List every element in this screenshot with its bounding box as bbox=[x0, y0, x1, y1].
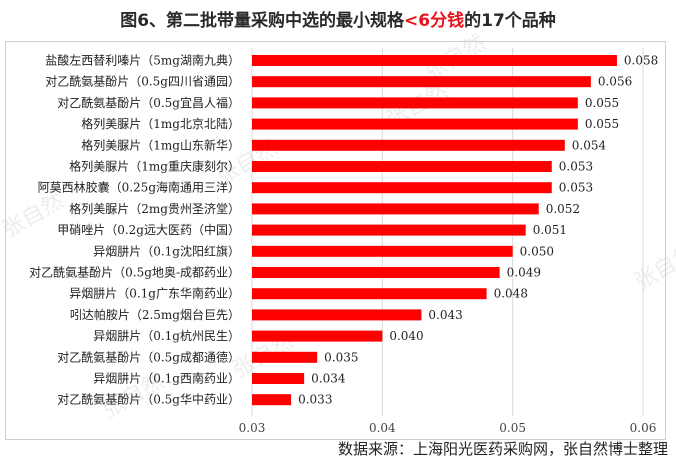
bar bbox=[252, 76, 591, 88]
x-tick-label: 0.04 bbox=[369, 421, 396, 435]
data-label: 0.051 bbox=[533, 223, 567, 237]
data-label: 0.050 bbox=[520, 244, 554, 258]
x-tick-label: 0.06 bbox=[630, 421, 657, 435]
category-label: 阿莫西林胶囊（0.25g海南通用三洋） bbox=[38, 180, 240, 195]
data-label: 0.055 bbox=[585, 117, 619, 131]
data-source-note: 数据来源：上海阳光医药采购网，张自然博士整理 bbox=[337, 440, 668, 458]
bar bbox=[252, 309, 422, 321]
category-label: 格列美脲片（1mg山东新华） bbox=[81, 137, 240, 152]
chart-title: 图6、第二批带量采购中选的最小规格<6分钱的17个品种 bbox=[0, 6, 676, 31]
chart-frame bbox=[5, 41, 666, 440]
data-label: 0.053 bbox=[559, 160, 593, 174]
bar bbox=[252, 55, 617, 66]
category-label: 格列美脲片（1mg重庆康刻尔） bbox=[69, 159, 240, 174]
bar bbox=[252, 118, 578, 130]
bar bbox=[252, 330, 383, 342]
bar bbox=[252, 373, 305, 384]
data-label: 0.056 bbox=[598, 75, 632, 89]
bar bbox=[252, 182, 552, 194]
data-label: 0.040 bbox=[389, 329, 423, 343]
data-label: 0.049 bbox=[507, 266, 541, 280]
title-highlight: <6分钱 bbox=[404, 11, 465, 31]
watermark-text: 张自然 bbox=[631, 241, 676, 296]
x-tick-label: 0.03 bbox=[239, 421, 266, 435]
data-label: 0.034 bbox=[311, 372, 346, 386]
bar bbox=[252, 245, 513, 257]
category-label: 对乙酰氨基酚片（0.5g成都通德） bbox=[57, 349, 240, 364]
category-label: 异烟肼片（0.1g杭州民生） bbox=[93, 328, 240, 343]
category-label: 对乙酰氨基酚片（0.5g四川省通园） bbox=[45, 75, 240, 89]
category-label: 对乙酰氨基酚片（0.5g华中药业） bbox=[57, 392, 240, 407]
bar bbox=[252, 224, 526, 236]
bar bbox=[252, 97, 578, 109]
category-label: 异烟肼片（0.1g广东华南药业） bbox=[69, 286, 240, 301]
bar bbox=[252, 139, 565, 151]
category-label: 异烟肼片（0.1g沈阳红旗） bbox=[93, 243, 240, 258]
category-label: 格列美脲片（2mg贵州圣济堂） bbox=[69, 201, 240, 216]
bar bbox=[252, 203, 539, 215]
title-suffix: 的17个品种 bbox=[464, 11, 556, 31]
data-label: 0.058 bbox=[624, 54, 658, 68]
category-label: 盐酸左西替利嗪片（5mg湖南九典） bbox=[45, 53, 240, 68]
data-label: 0.043 bbox=[428, 308, 462, 322]
category-label: 异烟肼片（0.1g西南药业） bbox=[93, 371, 240, 386]
data-label: 0.033 bbox=[298, 393, 332, 407]
data-label: 0.048 bbox=[494, 287, 528, 301]
category-label: 甲硝唑片（0.2g远大医药（中国） bbox=[57, 222, 240, 237]
title-prefix: 图6、第二批带量采购中选的最小规格 bbox=[120, 11, 405, 31]
bar bbox=[252, 351, 318, 363]
data-label: 0.053 bbox=[559, 181, 593, 195]
category-label: 对乙酰氨基酚片（0.5g宜昌人福） bbox=[57, 95, 240, 110]
data-label: 0.035 bbox=[324, 350, 358, 364]
data-label: 0.055 bbox=[585, 96, 619, 110]
category-label: 格列美脲片（1mg北京北陆） bbox=[81, 116, 240, 131]
x-tick-label: 0.05 bbox=[499, 421, 526, 435]
data-label: 0.052 bbox=[546, 202, 580, 216]
category-label: 吲达帕胺片（2.5mg烟台巨先） bbox=[70, 307, 240, 322]
bar bbox=[252, 288, 487, 300]
bar bbox=[252, 161, 552, 172]
data-label: 0.054 bbox=[572, 138, 607, 152]
bar bbox=[252, 394, 292, 406]
bar bbox=[252, 267, 500, 278]
category-label: 对乙酰氨基酚片（0.5g地奥-成都药业） bbox=[29, 266, 240, 280]
